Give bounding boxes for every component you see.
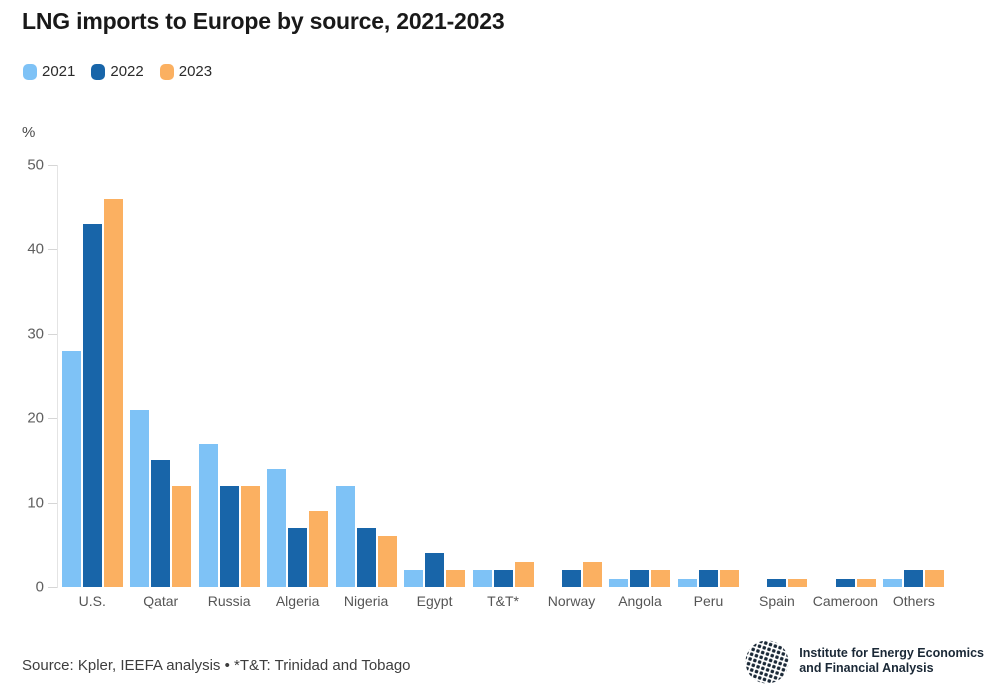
legend-item-2022: 2022 xyxy=(91,63,144,80)
bar-2022-Cameroon xyxy=(835,578,855,587)
bar-2022-Nigeria xyxy=(356,527,376,587)
bar-2022-Russia xyxy=(219,485,239,587)
bar-2021-Egypt xyxy=(404,570,424,587)
y-tick-mark xyxy=(48,587,57,588)
bar-group-Angola xyxy=(606,165,674,587)
bar-group-Algeria xyxy=(263,165,331,587)
bar-2023-U.S. xyxy=(103,198,123,587)
y-tick-mark xyxy=(48,165,57,166)
y-tick-label: 40 xyxy=(27,240,44,258)
bar-2023-Spain xyxy=(788,578,808,587)
bar-2023-Peru xyxy=(719,570,739,587)
legend-item-2023: 2023 xyxy=(159,63,213,80)
bar-2023-Angola xyxy=(651,570,671,587)
y-axis-unit-label: % xyxy=(22,124,36,141)
legend-label: 2022 xyxy=(110,63,144,80)
bar-group-T&T* xyxy=(469,165,537,587)
x-axis-label: Others xyxy=(892,593,935,609)
bar-group-Egypt xyxy=(400,165,468,587)
bar-2023-Russia xyxy=(240,485,260,587)
logo-line2: and Financial Analysis xyxy=(799,661,934,675)
plot-groups xyxy=(58,165,948,587)
x-axis-label: Angola xyxy=(618,593,662,609)
chart-title: LNG imports to Europe by source, 2021-20… xyxy=(22,8,505,34)
bar-group-Spain xyxy=(743,165,811,587)
bar-group-Cameroon xyxy=(811,165,879,587)
legend-swatch-2023 xyxy=(159,63,174,80)
y-tick-label: 10 xyxy=(27,494,44,512)
bar-2023-Qatar xyxy=(172,485,192,587)
bar-2023-Norway xyxy=(583,561,603,587)
y-axis: 0 10 20 30 40 50 xyxy=(0,157,58,596)
x-axis-label: Egypt xyxy=(416,593,453,609)
y-tick-mark xyxy=(48,333,57,335)
bar-2021-Qatar xyxy=(130,409,150,587)
y-tick-mark xyxy=(48,502,57,504)
bar-2023-T&T* xyxy=(514,561,534,587)
bar-2022-U.S. xyxy=(82,224,102,587)
legend-item-2021: 2021 xyxy=(23,63,75,80)
logo-line1: Institute for Energy Economics xyxy=(799,646,984,660)
bar-2021-T&T* xyxy=(472,570,492,587)
x-axis-label: Nigeria xyxy=(343,593,389,609)
ieefa-logo: Institute for Energy Economics and Finan… xyxy=(743,637,984,685)
y-axis-line xyxy=(57,165,58,588)
x-axis-label: Norway xyxy=(547,593,596,609)
y-tick-mark xyxy=(48,418,57,420)
legend-swatch-2022 xyxy=(91,63,106,80)
x-axis-label: Peru xyxy=(693,593,724,609)
bar-group-Others xyxy=(880,165,948,587)
source-note: Source: Kpler, IEEFA analysis • *T&T: Tr… xyxy=(22,657,411,674)
bar-2023-Nigeria xyxy=(377,536,397,587)
legend-label: 2023 xyxy=(178,63,213,80)
bar-2022-Peru xyxy=(698,570,718,587)
y-tick-mark xyxy=(48,249,57,251)
bar-2021-Algeria xyxy=(267,468,287,587)
legend-label: 2021 xyxy=(42,63,76,80)
plot-area xyxy=(58,165,948,587)
bar-2021-Others xyxy=(883,578,903,587)
bar-2021-Peru xyxy=(677,578,697,587)
legend: 2021 2022 2023 xyxy=(23,63,212,80)
y-tick-label: 0 xyxy=(35,578,44,596)
bar-2023-Algeria xyxy=(309,511,329,587)
y-tick-label: 30 xyxy=(27,325,44,343)
bar-group-Norway xyxy=(537,165,605,587)
x-axis-label: Cameroon xyxy=(812,593,879,609)
bar-2023-Egypt xyxy=(446,570,466,587)
x-axis-labels: U.S. Qatar Russia Algeria Nigeria Egypt T&T* No… xyxy=(58,593,948,609)
y-tick-label: 50 xyxy=(27,156,44,174)
bar-group-Qatar xyxy=(126,165,194,587)
bar-2021-Russia xyxy=(198,443,218,587)
bar-2022-Qatar xyxy=(151,460,171,587)
x-axis-label: Qatar xyxy=(143,593,179,609)
globe-icon xyxy=(745,640,789,684)
bar-group-Peru xyxy=(674,165,742,587)
bar-2022-T&T* xyxy=(493,570,513,587)
x-axis-label: Spain xyxy=(759,593,795,609)
bar-group-Nigeria xyxy=(332,165,400,587)
logo-text: Institute for Energy Economics and Finan… xyxy=(799,646,984,676)
x-axis-label: Russia xyxy=(207,593,251,609)
bar-2021-Angola xyxy=(609,578,629,587)
x-axis-label: T&T* xyxy=(487,593,519,609)
bar-2022-Others xyxy=(904,570,924,587)
x-axis-label: Algeria xyxy=(275,593,320,609)
x-axis-label: U.S. xyxy=(78,593,106,609)
bar-2021-U.S. xyxy=(61,350,81,587)
bar-2023-Cameroon xyxy=(856,578,876,587)
bar-2022-Angola xyxy=(630,570,650,587)
bar-2022-Spain xyxy=(767,578,787,587)
bar-2022-Norway xyxy=(562,570,582,587)
bar-group-Russia xyxy=(195,165,263,587)
bar-2023-Others xyxy=(925,570,945,587)
bar-2021-Nigeria xyxy=(335,485,355,587)
bar-2022-Egypt xyxy=(425,553,445,587)
bar-2022-Algeria xyxy=(288,527,308,587)
legend-swatch-2021 xyxy=(23,63,37,80)
bar-group-U.S. xyxy=(58,165,126,587)
y-tick-label: 20 xyxy=(27,409,44,427)
